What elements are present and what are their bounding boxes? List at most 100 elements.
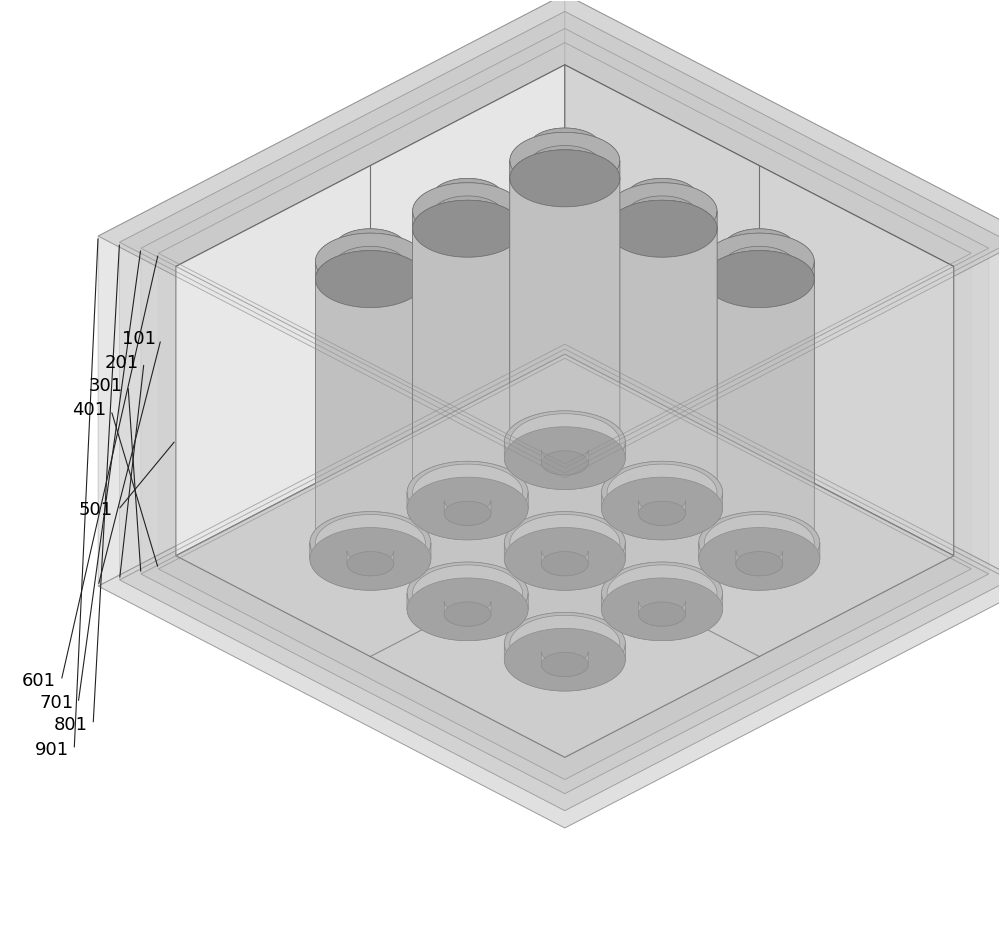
Polygon shape xyxy=(565,65,954,556)
Polygon shape xyxy=(510,279,620,572)
Polygon shape xyxy=(510,262,620,308)
Polygon shape xyxy=(602,562,723,624)
Polygon shape xyxy=(444,501,491,525)
Polygon shape xyxy=(444,489,491,513)
Polygon shape xyxy=(541,551,588,576)
Polygon shape xyxy=(602,578,723,640)
Polygon shape xyxy=(413,200,523,257)
Polygon shape xyxy=(541,438,588,462)
Polygon shape xyxy=(699,512,820,559)
Polygon shape xyxy=(432,197,503,233)
Polygon shape xyxy=(529,329,601,367)
Polygon shape xyxy=(639,602,685,626)
Polygon shape xyxy=(315,279,425,572)
Polygon shape xyxy=(315,515,425,572)
Polygon shape xyxy=(413,565,523,622)
Polygon shape xyxy=(407,593,528,640)
Polygon shape xyxy=(639,489,685,513)
Polygon shape xyxy=(529,246,601,284)
Polygon shape xyxy=(602,492,723,540)
Polygon shape xyxy=(335,228,406,265)
Polygon shape xyxy=(607,200,717,257)
Polygon shape xyxy=(413,284,523,329)
Polygon shape xyxy=(736,539,783,563)
Polygon shape xyxy=(565,43,971,569)
Polygon shape xyxy=(510,132,620,189)
Polygon shape xyxy=(510,150,620,442)
Polygon shape xyxy=(413,212,523,257)
Polygon shape xyxy=(626,298,698,334)
Polygon shape xyxy=(529,348,601,384)
Polygon shape xyxy=(158,358,971,780)
Polygon shape xyxy=(432,297,503,334)
Polygon shape xyxy=(699,512,820,575)
Polygon shape xyxy=(413,301,523,358)
Polygon shape xyxy=(607,329,717,622)
Polygon shape xyxy=(529,228,601,265)
Polygon shape xyxy=(602,593,723,640)
Polygon shape xyxy=(310,543,431,591)
Polygon shape xyxy=(510,179,620,471)
Polygon shape xyxy=(607,464,717,521)
Polygon shape xyxy=(444,602,491,626)
Polygon shape xyxy=(176,65,954,468)
Polygon shape xyxy=(432,196,503,233)
Polygon shape xyxy=(176,65,565,556)
Polygon shape xyxy=(607,284,717,341)
Polygon shape xyxy=(639,489,685,513)
Polygon shape xyxy=(347,539,394,563)
Polygon shape xyxy=(444,601,491,626)
Polygon shape xyxy=(510,351,620,408)
Polygon shape xyxy=(504,612,625,675)
Polygon shape xyxy=(347,539,394,563)
Polygon shape xyxy=(413,200,523,492)
Polygon shape xyxy=(529,128,601,165)
Polygon shape xyxy=(639,501,685,525)
Polygon shape xyxy=(541,451,588,475)
Polygon shape xyxy=(504,427,625,490)
Polygon shape xyxy=(541,438,588,463)
Polygon shape xyxy=(607,301,717,593)
Polygon shape xyxy=(510,380,620,672)
Polygon shape xyxy=(626,297,698,334)
Polygon shape xyxy=(407,461,528,508)
Text: 701: 701 xyxy=(39,695,73,712)
Polygon shape xyxy=(510,615,620,672)
Polygon shape xyxy=(141,354,989,794)
Polygon shape xyxy=(724,247,795,284)
Polygon shape xyxy=(120,349,1000,811)
Polygon shape xyxy=(529,145,601,183)
Polygon shape xyxy=(541,539,588,563)
Polygon shape xyxy=(158,43,971,464)
Polygon shape xyxy=(504,411,625,458)
Polygon shape xyxy=(335,228,406,266)
Polygon shape xyxy=(413,183,523,240)
Polygon shape xyxy=(626,279,698,316)
Polygon shape xyxy=(565,28,989,574)
Polygon shape xyxy=(315,251,425,308)
Polygon shape xyxy=(626,179,698,214)
Polygon shape xyxy=(541,539,588,563)
Polygon shape xyxy=(541,551,588,576)
Polygon shape xyxy=(413,301,523,358)
Polygon shape xyxy=(602,562,723,609)
Polygon shape xyxy=(607,284,717,329)
Polygon shape xyxy=(529,228,601,266)
Polygon shape xyxy=(444,590,491,614)
Polygon shape xyxy=(98,0,565,586)
Polygon shape xyxy=(699,543,820,591)
Polygon shape xyxy=(347,551,394,576)
Polygon shape xyxy=(626,196,698,233)
Polygon shape xyxy=(120,11,565,580)
Text: 201: 201 xyxy=(105,354,139,372)
Text: 301: 301 xyxy=(89,377,123,395)
Polygon shape xyxy=(413,464,523,521)
Polygon shape xyxy=(541,652,588,677)
Polygon shape xyxy=(510,251,620,543)
Polygon shape xyxy=(413,312,523,358)
Polygon shape xyxy=(413,329,523,622)
Polygon shape xyxy=(704,262,814,308)
Polygon shape xyxy=(432,179,503,215)
Polygon shape xyxy=(407,492,528,540)
Polygon shape xyxy=(607,212,717,257)
